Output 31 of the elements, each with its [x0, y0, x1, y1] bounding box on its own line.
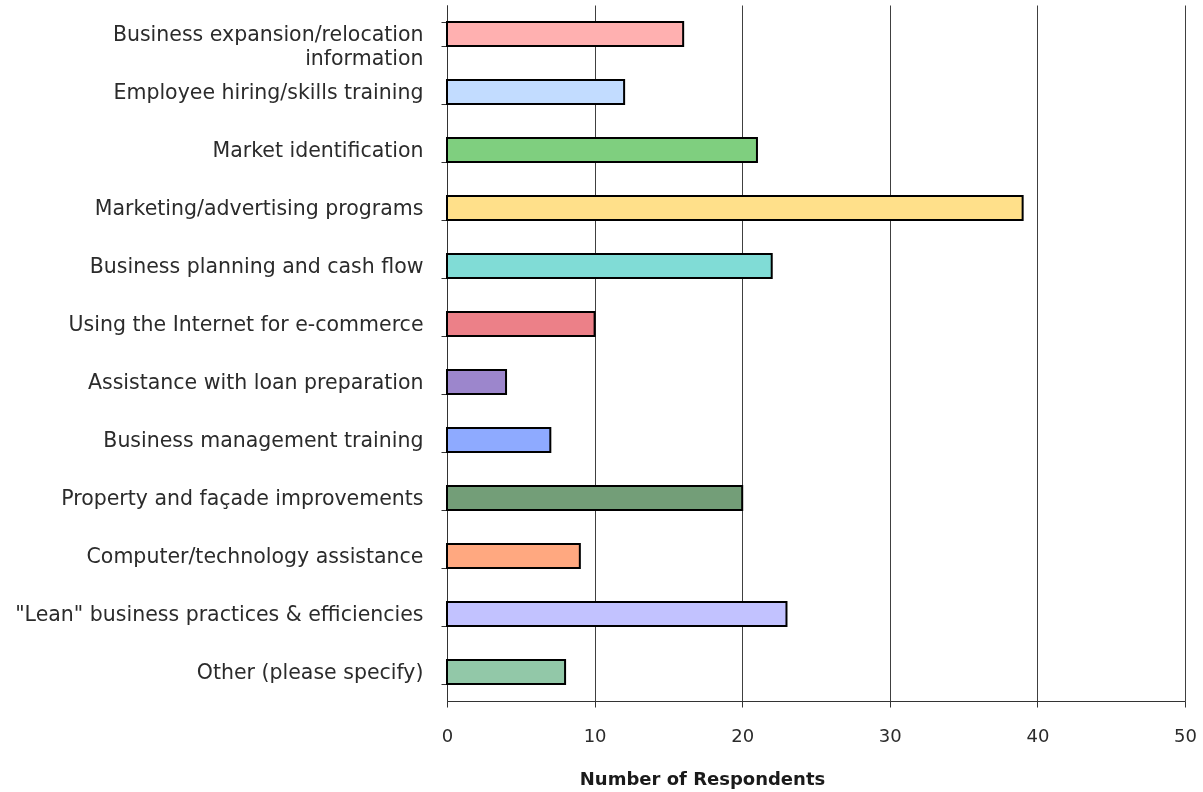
bar	[446, 601, 788, 627]
bar	[446, 195, 1024, 221]
bar	[446, 79, 626, 105]
bar	[446, 485, 744, 511]
y-tick-label: Business expansion/relocation information	[112, 21, 424, 70]
x-tick-label: 0	[441, 724, 454, 746]
bar	[446, 137, 758, 163]
y-tick-label: "Lean" business practices & efficiencies	[15, 601, 424, 626]
x-tick-label: 20	[731, 724, 755, 746]
x-tick-label: 40	[1026, 724, 1050, 746]
bar	[446, 253, 773, 279]
bar	[446, 659, 567, 685]
bar	[446, 21, 685, 47]
y-tick-label: Other (please specify)	[196, 659, 424, 684]
bar	[446, 427, 552, 453]
y-tick-label: Market identification	[212, 137, 424, 162]
y-tick-label: Employee hiring/skills training	[113, 79, 424, 104]
y-tick-label: Business planning and cash flow	[89, 253, 424, 278]
y-tick-label: Business management training	[103, 427, 424, 452]
x-tick-label: 50	[1174, 724, 1197, 746]
bar	[446, 543, 581, 569]
x-tick-label: 30	[878, 724, 902, 746]
x-axis-title: Number of Respondents	[579, 767, 826, 789]
bar	[446, 369, 508, 395]
x-tick-label: 10	[583, 724, 607, 746]
y-tick-label: Assistance with loan preparation	[87, 369, 424, 394]
y-tick-label: Computer/technology assistance	[86, 543, 424, 568]
bar	[446, 311, 596, 337]
y-tick-label: Marketing/advertising programs	[94, 195, 424, 220]
y-tick-label: Property and façade improvements	[61, 485, 424, 510]
y-tick-label: Using the Internet for e-commerce	[68, 311, 424, 336]
